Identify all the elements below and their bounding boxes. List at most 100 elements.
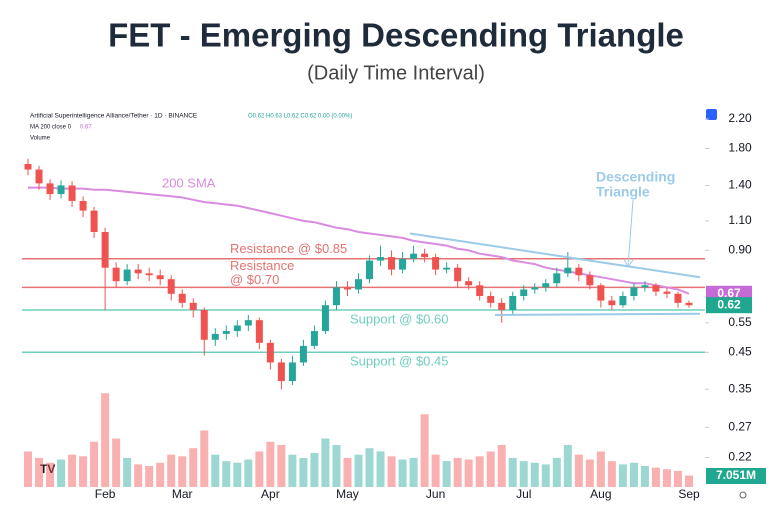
candle-body	[134, 269, 142, 274]
candle-body	[167, 279, 175, 294]
candle-body	[156, 275, 164, 280]
volume-bar	[233, 462, 242, 487]
volume-bar	[200, 430, 209, 487]
volume-bar	[673, 470, 682, 487]
candle-body	[222, 331, 230, 334]
logo: TV	[40, 462, 55, 476]
volume-bar	[409, 457, 418, 487]
trendline	[409, 232, 701, 279]
volume-bar	[266, 441, 275, 487]
ohlc-info: O0.62 H0.63 L0.62 C0.62 0.00 (0.00%)	[248, 114, 352, 120]
candle-body	[476, 285, 484, 296]
volume-bar	[365, 448, 374, 487]
symbol-info: Artificial Superintelligence Alliance/Te…	[30, 113, 198, 120]
y-tick-label: 1.40	[728, 178, 752, 192]
candle-body	[321, 305, 329, 332]
volume-bar	[442, 461, 451, 487]
volume-bar	[57, 459, 66, 487]
volume-bar	[629, 462, 638, 487]
volume-bar	[376, 451, 385, 487]
volume-bar	[431, 454, 440, 487]
candle-body	[299, 345, 307, 363]
candle-body	[542, 283, 550, 288]
y-tick-label: 1.80	[728, 141, 752, 155]
y-tick-label: 0.90	[728, 243, 752, 257]
volume-info: Volume	[30, 136, 51, 142]
candle-body	[377, 257, 385, 261]
volume-bar	[475, 456, 484, 487]
x-tick-label: May	[336, 487, 359, 501]
candle-body	[685, 302, 693, 306]
candle-body	[619, 296, 627, 306]
candle-body	[553, 273, 561, 284]
candle-body	[564, 267, 572, 274]
volume-bar	[112, 438, 121, 487]
volume-bar	[90, 441, 99, 487]
candle-body	[586, 275, 594, 286]
pattern-label: Triangle	[596, 184, 650, 200]
candle-body	[288, 362, 296, 382]
candle-body	[68, 185, 76, 201]
volume-bar	[596, 451, 605, 487]
volume-bar	[497, 444, 506, 487]
volume-bar	[211, 454, 220, 487]
ma-info: MA 200 close 0	[30, 125, 72, 131]
volume-bar	[244, 459, 253, 487]
x-tick-label: Mar	[172, 487, 193, 501]
candle-body	[200, 310, 208, 340]
price-tag-label: 0.67	[717, 286, 741, 300]
candle-body	[641, 285, 649, 288]
candle-body	[366, 260, 374, 280]
x-tick-label: Apr	[261, 487, 280, 501]
candle-body	[57, 185, 65, 195]
arrow	[623, 199, 634, 268]
sma-label: 200 SMA	[162, 175, 216, 190]
candle-body	[112, 267, 120, 282]
candle-body	[343, 287, 351, 290]
volume-bar	[607, 461, 616, 487]
y-tick-label: 1.10	[728, 213, 752, 227]
volume-bar	[585, 459, 594, 487]
candle-body	[388, 257, 396, 270]
y-tick-label: 0.22	[728, 450, 752, 464]
candle-body	[443, 267, 451, 270]
level-label: @ $0.70	[230, 272, 279, 287]
candle-body	[277, 362, 285, 382]
candle-body	[332, 287, 340, 306]
x-tick-label: Jun	[426, 487, 445, 501]
candle-body	[509, 296, 517, 311]
volume-bar	[145, 465, 154, 487]
candle-body	[454, 267, 462, 282]
volume-bar	[134, 464, 143, 487]
volume-bar	[508, 457, 517, 487]
volume-bar	[321, 438, 330, 487]
volume-bar	[685, 475, 693, 487]
volume-bar	[640, 465, 649, 487]
candle-body	[674, 293, 682, 303]
volume-tag	[706, 468, 766, 484]
volume-bar	[453, 457, 462, 487]
chart-title: FET - Emerging Descending Triangle	[108, 17, 684, 54]
icon[interactable]	[706, 109, 717, 120]
candle-body	[244, 320, 252, 326]
level-label: Resistance	[230, 258, 294, 273]
volume-bar	[486, 451, 495, 487]
volume-bar	[35, 457, 44, 487]
candle-body	[465, 281, 473, 286]
volume-bar	[167, 454, 176, 487]
volume-bar	[277, 444, 286, 487]
volume-bar	[420, 414, 429, 487]
candle-body	[123, 269, 131, 282]
y-tick-label: 0.35	[728, 381, 752, 395]
candle-body	[211, 333, 219, 340]
pattern-label: Descending	[596, 169, 675, 185]
volume-bar	[354, 454, 363, 487]
candle-body	[233, 325, 241, 332]
volume-bar	[288, 454, 297, 487]
candle-body	[531, 287, 539, 290]
y-tick-label: 2.20	[728, 111, 752, 125]
settings-icon[interactable]	[739, 491, 747, 499]
level-label: Support @ $0.45	[350, 354, 448, 369]
